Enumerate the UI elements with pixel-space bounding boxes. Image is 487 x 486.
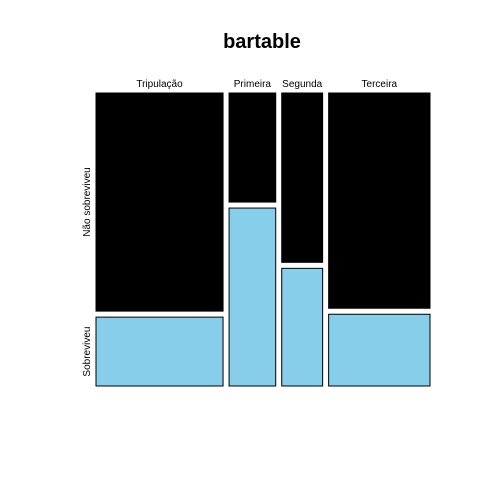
column-label-primeira: Primeira: [234, 79, 272, 90]
mosaic-labels: Tripulação Primeira Segunda Terceira Não sob…: [82, 79, 398, 377]
mosaic-tile-tripulacao-nao-sobreviveu: [95, 92, 224, 312]
row-label-nao-sobreviveu: Não sobreviveu: [82, 167, 93, 236]
chart-title: bartable: [223, 31, 301, 53]
row-label-sobreviveu: Sobreviveu: [82, 327, 93, 377]
column-label-tripulacao: Tripulação: [136, 79, 183, 90]
mosaic-tile-segunda-nao-sobreviveu: [281, 92, 324, 263]
column-label-terceira: Terceira: [362, 79, 398, 90]
mosaic-tile-primeira-nao-sobreviveu: [228, 92, 277, 203]
mosaic-tile-terceira-sobreviveu: [328, 313, 431, 387]
mosaic-tile-tripulacao-sobreviveu: [95, 316, 224, 387]
column-label-segunda: Segunda: [282, 79, 322, 90]
mosaic-tile-segunda-sobreviveu: [281, 267, 324, 387]
mosaic-columns: [95, 92, 431, 387]
mosaic-tile-terceira-nao-sobreviveu: [328, 92, 431, 309]
mosaic-tile-primeira-sobreviveu: [228, 207, 277, 387]
